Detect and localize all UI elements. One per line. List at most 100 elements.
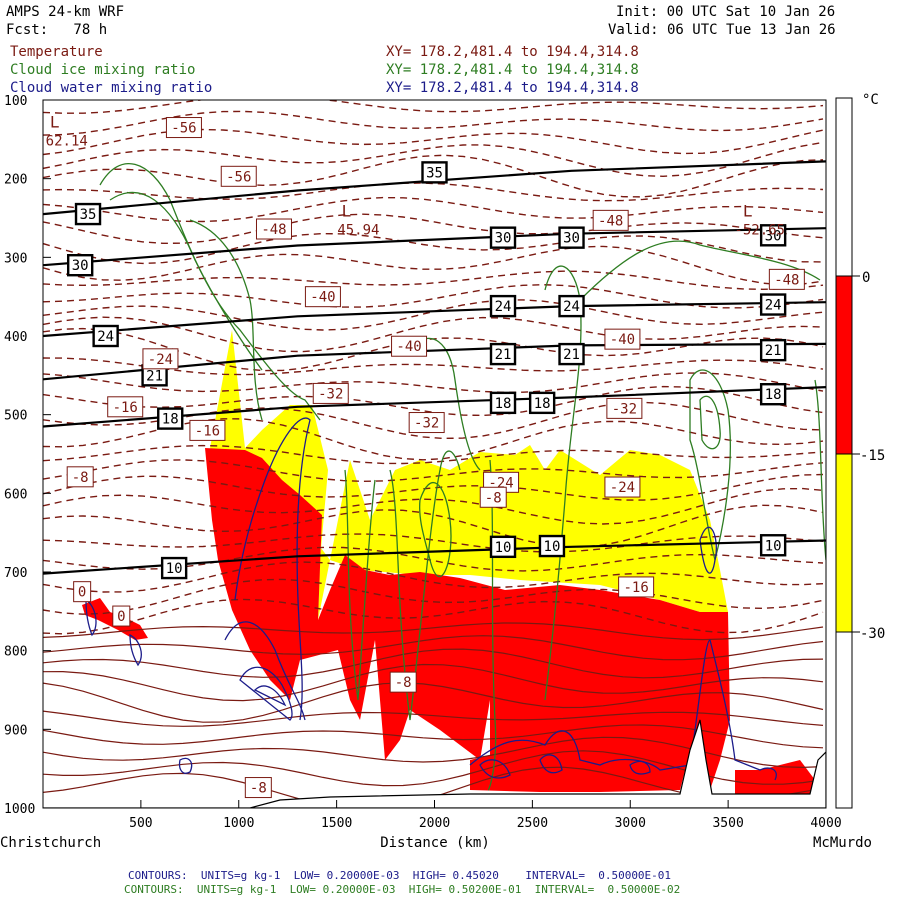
x-tick-label-2500: 2500 [517, 816, 548, 831]
temperature-contour-15 [43, 357, 824, 376]
y-tick-label-300: 300 [4, 251, 27, 266]
temperature-label-box-8 [312, 382, 349, 404]
water-contour-info: CONTOURS: UNITS=g kg-1 LOW= 0.20000E-03 … [128, 869, 672, 882]
wind-label-box-10-1 [489, 535, 517, 559]
temperature-contour-35 [43, 710, 824, 727]
temperature-label-3: -48 [598, 213, 623, 229]
water-contour-4 [253, 685, 287, 707]
ice-field-label: Cloud ice mixing ratio [10, 62, 196, 78]
x-tick-label-2000: 2000 [419, 816, 450, 831]
wind-label-box-10-3 [759, 534, 787, 557]
temperature-label-20: 0 [117, 609, 125, 625]
wind-label-box-30-2 [558, 226, 585, 249]
ice-contour-4 [344, 469, 376, 701]
low-value-2: -52.65 [734, 222, 785, 238]
ice-contour-5 [389, 450, 461, 721]
temperature-labels: -56 -56 -48 -48 -48 -40 -40 -40 -32 -32 -32 -24 -24 -… [66, 117, 805, 799]
wind-line-30 [43, 227, 826, 267]
temperature-label-box-9 [408, 412, 445, 434]
temperature-contour-4 [43, 154, 824, 198]
temperature-contour-16 [43, 372, 824, 394]
temperature-contour-7 [43, 213, 824, 245]
ice-contour-9 [689, 369, 731, 561]
ice-contour-3 [189, 219, 263, 421]
temperature-label-box-20 [112, 605, 131, 627]
temperature-contour-13 [43, 316, 824, 353]
temperature-contour-34 [43, 682, 824, 723]
temperature-label-15: -16 [623, 580, 648, 596]
model-name: AMPS 24-km WRF [6, 4, 125, 20]
temperature-contour-11 [43, 283, 824, 309]
colorbar-label-30: -30 [860, 626, 885, 642]
temperature-contour-25 [43, 533, 824, 553]
wind-label-box-24-3 [759, 293, 787, 316]
wind-label-24-0: 24 [97, 329, 114, 345]
water-contour-2 [224, 621, 306, 721]
wind-label-box-10-2 [538, 534, 566, 558]
temperature-label-box-13 [604, 476, 641, 498]
wind-label-24-3: 24 [765, 298, 782, 314]
x-start-label: Christchurch [0, 835, 101, 851]
wind-label-21-0: 21 [146, 368, 163, 384]
ice-contour-2 [109, 191, 263, 371]
temperature-contour-33 [43, 663, 824, 702]
temperature-label-box-14 [107, 396, 144, 418]
colorbar-red-band [835, 275, 853, 455]
temperature-label-10: -32 [612, 401, 637, 417]
y-tick-label-800: 800 [4, 645, 27, 660]
colorbar-unit: °C [862, 92, 879, 108]
temperature-contour-24 [43, 504, 824, 548]
temperature-label-22: -8 [485, 490, 502, 506]
y-tick-label-500: 500 [4, 409, 27, 424]
wind-label-35-1: 35 [426, 165, 443, 181]
temperature-label-5: -40 [310, 290, 335, 306]
wind-label-box-21-2 [558, 342, 585, 366]
wind-label-18-0: 18 [162, 412, 179, 428]
cloud-ice-contours [99, 163, 826, 791]
low-value-0: 62.14 [46, 133, 88, 149]
ice-contour-info: CONTOURS: UNITS=g kg-1 LOW= 0.20000E-03 … [124, 883, 681, 896]
x-tick-label-3000: 3000 [615, 816, 646, 831]
wind-label-box-30-0 [66, 253, 94, 277]
x-axis: 500 1000 1500 2000 2500 3000 3500 4000 [129, 800, 842, 831]
temperature-contour-22 [43, 473, 824, 501]
temperature-label-box-16 [66, 466, 94, 488]
wind-line-24 [43, 301, 826, 338]
temperature-label-box-4 [768, 268, 805, 290]
temperature-label-16: -8 [72, 470, 89, 486]
terrain-profile [43, 719, 826, 808]
colorbar: °C 0 -15 -30 [835, 92, 885, 809]
y-tick-label-400: 400 [4, 330, 27, 345]
temperature-label-box-0 [165, 117, 202, 139]
wind-label-box-18-3 [759, 383, 787, 406]
water-contour-9 [539, 754, 563, 774]
temperature-contour-9 [43, 245, 824, 286]
x-tick-label-1000: 1000 [223, 816, 254, 831]
temperature-contour-8 [43, 232, 824, 265]
water-contour-6 [129, 633, 142, 667]
temperature-label-1: -56 [226, 169, 251, 185]
temperature-label-box-5 [304, 286, 341, 308]
ice-xy: XY= 178.2,481.4 to 194.4,314.8 [386, 62, 639, 78]
colorbar-yellow-band [835, 453, 853, 633]
wind-label-21-1: 21 [495, 347, 512, 363]
wind-label-10-2: 10 [544, 539, 561, 555]
temperature-contour-29 [43, 598, 824, 635]
valid-time: Valid: 06 UTC Tue 13 Jan 26 [608, 22, 836, 38]
y-tick-label-1000: 1000 [4, 802, 35, 817]
temperature-label-4: -48 [774, 272, 799, 288]
wind-label-10-1: 10 [495, 540, 512, 556]
temperature-label-box-19 [73, 581, 92, 603]
wind-label-box-30-3 [759, 224, 787, 247]
wind-label-box-24-0 [92, 324, 119, 348]
forecast-hour: Fcst: 78 h [6, 22, 108, 38]
temperature-contour-21 [43, 459, 824, 483]
temperature-label-box-21 [189, 419, 226, 441]
wind-label-18-1: 18 [495, 396, 512, 412]
temperature-contour-10 [43, 270, 824, 291]
ice-contour-13 [814, 379, 826, 561]
temperature-contour-32 [43, 648, 824, 679]
temperature-label-13: -24 [610, 480, 635, 496]
temperature-label-2: -48 [261, 222, 286, 238]
